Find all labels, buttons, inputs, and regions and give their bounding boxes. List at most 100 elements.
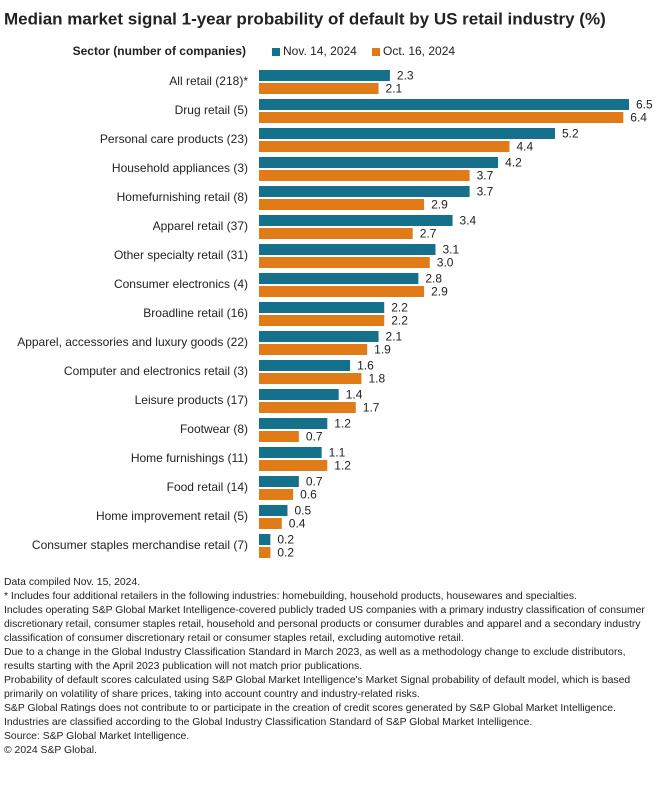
value-label: 0.4 — [289, 517, 306, 531]
bar — [259, 157, 499, 168]
bar — [259, 228, 413, 239]
note: * Includes four additional retailers in … — [4, 591, 577, 602]
bar — [259, 244, 436, 255]
bar — [259, 215, 453, 226]
bar — [259, 286, 425, 297]
value-label: 1.2 — [334, 417, 351, 431]
note: Probability of default scores calculated… — [4, 675, 631, 700]
bar — [259, 83, 379, 94]
bar — [259, 128, 555, 139]
value-label: 4.4 — [516, 140, 533, 154]
category-label: All retail (218)* — [169, 74, 248, 88]
category-label: Apparel retail (37) — [153, 219, 248, 233]
bar — [259, 518, 282, 529]
value-label: 1.2 — [334, 459, 351, 473]
value-label: 0.2 — [277, 533, 294, 547]
bar — [259, 257, 430, 268]
category-label: Household appliances (3) — [112, 161, 248, 175]
value-label: 6.4 — [630, 111, 647, 125]
bar — [259, 112, 624, 123]
note: Includes operating S&P Global Market Int… — [4, 605, 645, 644]
value-label: 2.1 — [386, 82, 403, 96]
chart: Median market signal 1-year probability … — [4, 9, 653, 560]
bar — [259, 418, 328, 429]
bar — [259, 273, 419, 284]
note: Data compiled Nov. 15, 2024. — [4, 577, 141, 588]
bar — [259, 360, 351, 371]
value-label: 0.7 — [306, 430, 323, 444]
bar — [259, 389, 339, 400]
note: Industries are classified according to t… — [4, 717, 533, 728]
notes: Data compiled Nov. 15, 2024. * Includes f… — [4, 576, 652, 758]
value-label: 1.9 — [374, 343, 391, 357]
value-label: 0.2 — [277, 546, 294, 560]
category-label: Consumer staples merchandise retail (7) — [32, 538, 248, 552]
category-label: Footwear (8) — [180, 422, 248, 436]
value-label: 2.2 — [391, 301, 408, 315]
note: S&P Global Ratings does not contribute t… — [4, 703, 616, 714]
value-label: 2.9 — [431, 198, 448, 212]
bar — [259, 447, 322, 458]
bar — [259, 186, 470, 197]
bar — [259, 199, 425, 210]
legend-label: Oct. 16, 2024 — [383, 44, 455, 58]
category-label: Consumer electronics (4) — [114, 277, 248, 291]
bar — [259, 99, 629, 110]
category-label: Apparel, accessories and luxury goods (2… — [17, 335, 248, 349]
note: Due to a change in the Global Industry C… — [4, 647, 626, 672]
value-label: 2.7 — [420, 227, 437, 241]
value-label: 2.2 — [391, 314, 408, 328]
bar — [259, 534, 271, 545]
legend-swatch — [272, 48, 280, 56]
value-label: 2.8 — [425, 272, 442, 286]
category-label: Homefurnishing retail (8) — [117, 190, 248, 204]
bar — [259, 476, 299, 487]
category-label: Personal care products (23) — [100, 132, 248, 146]
value-label: 3.0 — [437, 256, 454, 270]
category-label: Other specialty retail (31) — [114, 248, 248, 262]
bar — [259, 331, 379, 342]
category-label: Broadline retail (16) — [143, 306, 248, 320]
bar — [259, 344, 368, 355]
value-label: 0.5 — [294, 504, 311, 518]
value-label: 3.7 — [477, 169, 494, 183]
legend-label: Nov. 14, 2024 — [283, 44, 357, 58]
bar — [259, 505, 288, 516]
note: © 2024 S&P Global. — [4, 745, 97, 756]
category-label: Leisure products (17) — [135, 393, 248, 407]
category-header: Sector (number of companies) — [73, 44, 246, 58]
value-label: 0.7 — [306, 475, 323, 489]
value-label: 3.7 — [477, 185, 494, 199]
value-label: 2.9 — [431, 285, 448, 299]
category-label: Home improvement retail (5) — [96, 509, 248, 523]
bar — [259, 70, 390, 81]
bar — [259, 302, 385, 313]
value-label: 3.1 — [442, 243, 459, 257]
value-label: 1.6 — [357, 359, 374, 373]
bar — [259, 170, 470, 181]
bar — [259, 402, 356, 413]
bar — [259, 141, 510, 152]
value-label: 1.4 — [346, 388, 363, 402]
note: Source: S&P Global Market Intelligence. — [4, 731, 190, 742]
category-label: Food retail (14) — [167, 480, 248, 494]
bar — [259, 431, 299, 442]
value-label: 4.2 — [505, 156, 522, 170]
value-label: 0.6 — [300, 488, 317, 502]
bar — [259, 460, 328, 471]
category-label: Home furnishings (11) — [131, 451, 248, 465]
value-label: 2.1 — [386, 330, 403, 344]
value-label: 1.8 — [368, 372, 385, 386]
chart-title: Median market signal 1-year probability … — [4, 9, 606, 28]
bar — [259, 547, 271, 558]
legend-swatch — [372, 48, 380, 56]
value-label: 3.4 — [460, 214, 477, 228]
category-label: Drug retail (5) — [175, 103, 248, 117]
category-label: Computer and electronics retail (3) — [64, 364, 248, 378]
value-label: 1.7 — [363, 401, 380, 415]
bar — [259, 489, 294, 500]
bar — [259, 373, 362, 384]
value-label: 1.1 — [329, 446, 346, 460]
value-label: 5.2 — [562, 127, 579, 141]
